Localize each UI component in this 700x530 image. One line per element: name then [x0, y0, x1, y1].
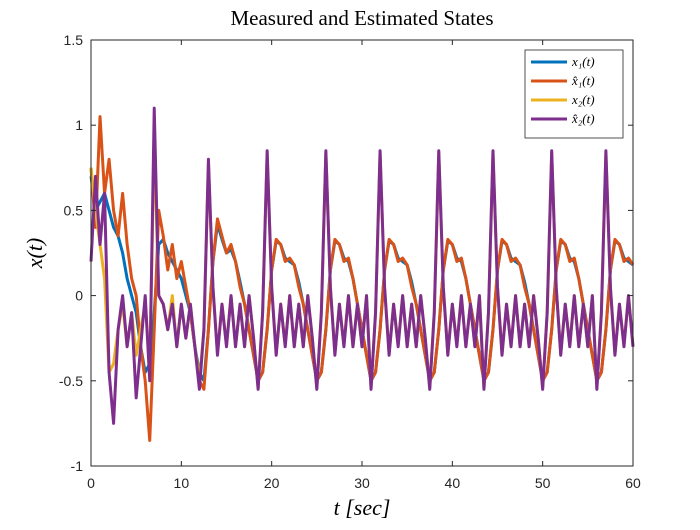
x-tick-label: 20 — [264, 475, 280, 491]
legend-box — [524, 49, 624, 139]
y-tick-label: 1.5 — [64, 32, 84, 48]
x-tick-label: 10 — [174, 475, 190, 491]
y-tick-label: 0 — [75, 288, 83, 304]
x-tick-label: 60 — [625, 475, 641, 491]
legend-label: x̂₁(t) — [571, 73, 595, 88]
plot — [89, 106, 635, 442]
x-tick-label: 50 — [535, 475, 551, 491]
chart-title: Measured and Estimated States — [230, 6, 493, 30]
x-axis-label: t [sec] — [334, 495, 391, 520]
x-tick-label: 30 — [354, 475, 370, 491]
series-line — [89, 106, 635, 425]
x-tick-label: 40 — [445, 475, 461, 491]
y-tick-label: 0.5 — [64, 202, 84, 218]
x-tick-label: 0 — [87, 475, 95, 491]
legend: x₁(t) x̂₁(t) x₂(t) x̂₂(t) — [524, 49, 624, 139]
y-axis-label: x(t) — [22, 238, 47, 270]
y-tick-label: 1 — [75, 117, 83, 133]
y-tick-label: -1 — [71, 458, 84, 474]
legend-label: x̂₂(t) — [571, 111, 595, 126]
legend-label: x₁(t) — [571, 54, 595, 69]
y-tick-label: -0.5 — [59, 373, 83, 389]
legend-label: x₂(t) — [571, 92, 595, 107]
